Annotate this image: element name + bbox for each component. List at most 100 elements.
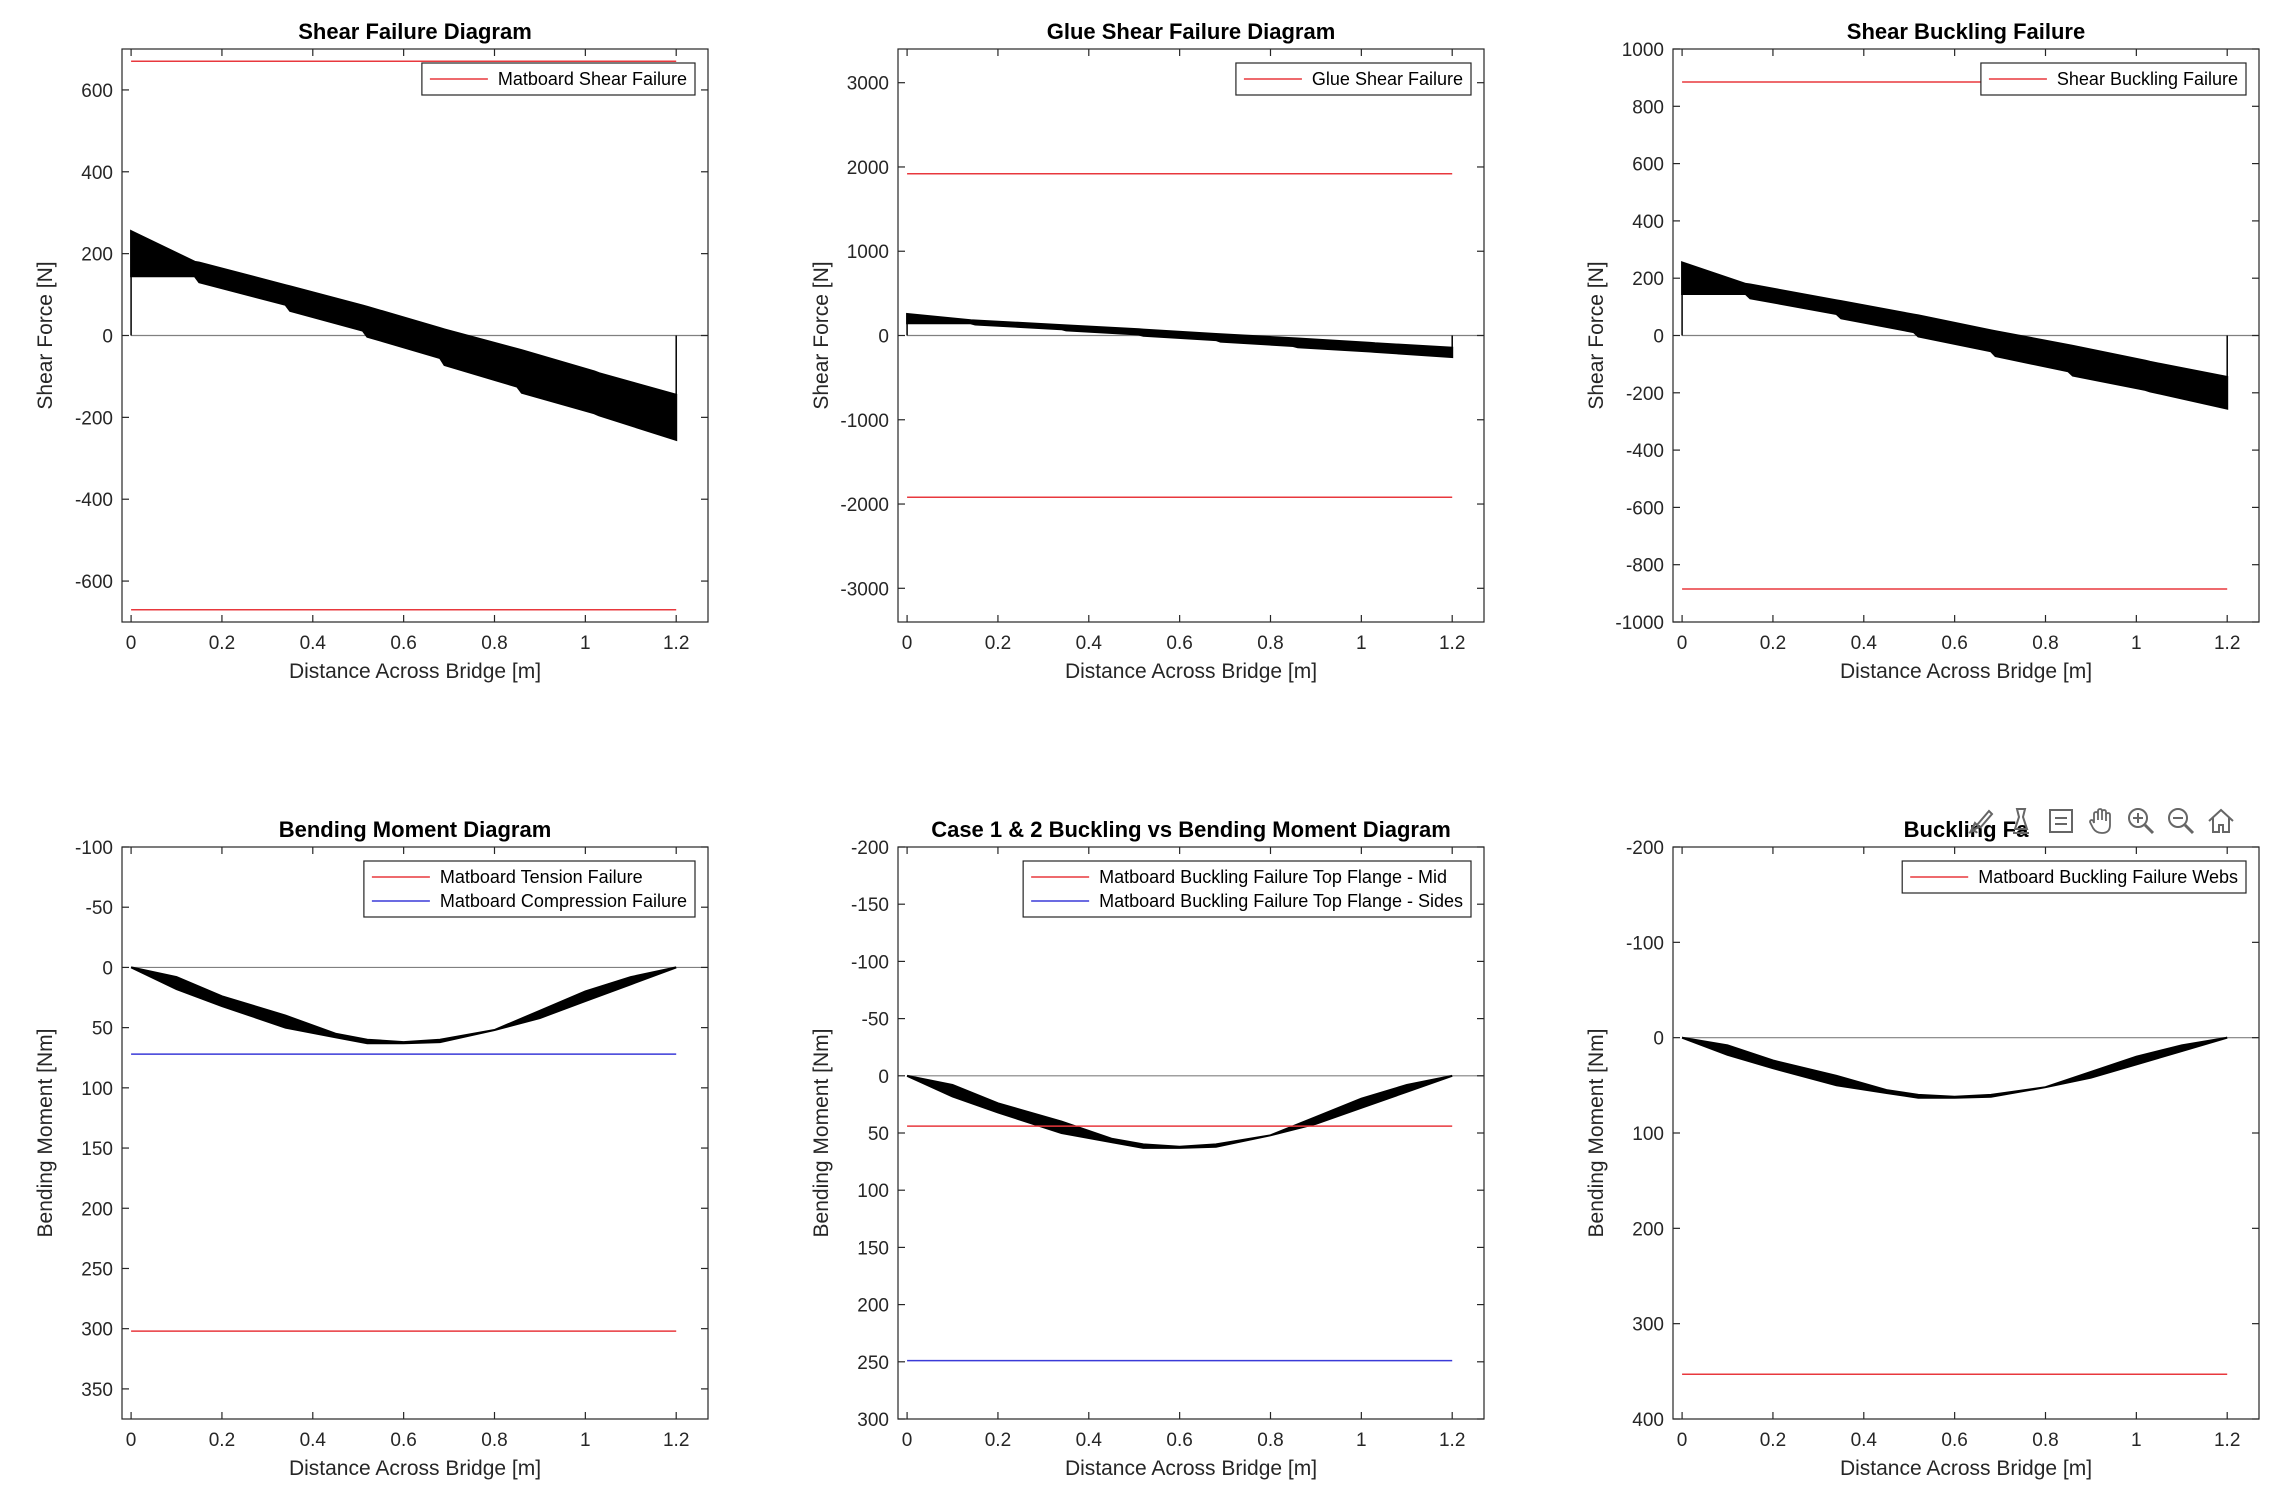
y-tick-label: -3000 <box>840 579 889 600</box>
y-tick-label: 200 <box>857 1296 889 1317</box>
y-tick-label: -400 <box>75 490 113 511</box>
plot-area <box>1672 846 2260 1420</box>
x-axis-label: Distance Across Bridge [m] <box>1065 660 1317 683</box>
legend[interactable]: Glue Shear Failure <box>1235 62 1472 96</box>
brush-icon <box>1968 809 1994 834</box>
y-axis-label: Bending Moment [Nm] <box>1585 1029 1608 1238</box>
y-tick-label: 300 <box>1632 1315 1664 1336</box>
chart-title: Glue Shear Failure Diagram <box>1047 19 1336 44</box>
x-tick-label: 0 <box>126 1430 137 1451</box>
y-tick-label: 100 <box>857 1181 889 1202</box>
y-tick-label: 400 <box>1632 1410 1664 1431</box>
y-tick-label: -1000 <box>1615 613 1664 634</box>
x-tick-label: 0.4 <box>1076 633 1103 654</box>
x-tick-label: 1.2 <box>663 633 689 654</box>
y-tick-label: 2000 <box>847 158 889 179</box>
x-tick-label: 1 <box>580 1430 591 1451</box>
plot-area <box>897 846 1485 1420</box>
y-tick-label: 200 <box>1632 1219 1664 1240</box>
y-tick-label: -200 <box>851 838 889 859</box>
legend[interactable]: Matboard Shear Failure <box>421 62 696 96</box>
y-axis-label: Shear Force [N] <box>34 261 57 409</box>
y-tick-label: 200 <box>1632 269 1664 290</box>
y-tick-label: 400 <box>81 163 113 184</box>
y-tick-label: -2000 <box>840 495 889 516</box>
data-tips-icon <box>2013 808 2029 834</box>
y-tick-label: -150 <box>851 895 889 916</box>
x-tick-label: 0.2 <box>209 1430 235 1451</box>
y-tick-label: -200 <box>1626 838 1664 859</box>
zoom-out-button[interactable] <box>2163 803 2199 839</box>
x-tick-label: 0.4 <box>300 1430 327 1451</box>
home-icon <box>2208 808 2234 833</box>
y-tick-label: 800 <box>1632 97 1664 118</box>
legend-entry-label: Matboard Buckling Failure Top Flange - S… <box>1099 891 1463 911</box>
y-tick-label: -50 <box>86 898 113 919</box>
pan-button[interactable] <box>2083 803 2119 839</box>
y-axis-label: Bending Moment [Nm] <box>810 1029 833 1238</box>
y-tick-label: -600 <box>75 572 113 593</box>
y-tick-label: -800 <box>1626 556 1664 577</box>
x-tick-label: 1.2 <box>2214 1430 2240 1451</box>
y-tick-label: -200 <box>75 408 113 429</box>
y-tick-label: 150 <box>857 1238 889 1259</box>
x-tick-label: 0.6 <box>1166 633 1192 654</box>
zoom-in-icon <box>2128 808 2155 835</box>
y-tick-label: 250 <box>857 1353 889 1374</box>
x-tick-label: 0.6 <box>1941 633 1967 654</box>
chart-6: 0 0.2 0.4 0.6 0.8 1 1.2 -200 -100 0 100 200 300 400 Bu… <box>1585 817 2260 1480</box>
x-tick-label: 0.8 <box>2032 1430 2058 1451</box>
y-tick-label: -100 <box>1626 933 1664 954</box>
x-tick-label: 1 <box>1356 633 1367 654</box>
chart-2: 0 0.2 0.4 0.6 0.8 1 1.2 -3000 -2000 -1000 0 1000 200… <box>810 19 1485 683</box>
x-tick-label: 0.6 <box>390 633 416 654</box>
data-envelope <box>906 312 1454 359</box>
x-tick-label: 0.8 <box>1257 1430 1283 1451</box>
zoom-out-icon <box>2168 808 2195 835</box>
restore-view-button[interactable] <box>2043 803 2079 839</box>
x-tick-label: 0.6 <box>1941 1430 1967 1451</box>
legend-entry-label: Matboard Tension Failure <box>440 867 643 887</box>
y-axis-label: Shear Force [N] <box>810 261 833 409</box>
legend[interactable]: Matboard Buckling Failure Webs <box>1901 860 2247 894</box>
data-tips-button[interactable] <box>2003 803 2039 839</box>
chart-1: 0 0.2 0.4 0.6 0.8 1 1.2 -600 -400 -200 0 200 400 600 S… <box>34 19 709 683</box>
y-tick-label: 100 <box>1632 1124 1664 1145</box>
x-axis-label: Distance Across Bridge [m] <box>1065 1457 1317 1480</box>
zoom-in-button[interactable] <box>2123 803 2159 839</box>
y-tick-label: 0 <box>878 327 889 348</box>
y-tick-label: 350 <box>81 1380 113 1401</box>
home-button[interactable] <box>2203 803 2239 839</box>
y-tick-label: 50 <box>868 1124 889 1145</box>
x-axis-label: Distance Across Bridge [m] <box>1840 660 2092 683</box>
chart-4: 0 0.2 0.4 0.6 0.8 1 1.2 -100 -50 0 50 100 150 200 250 3… <box>34 817 709 1480</box>
y-tick-label: 300 <box>81 1320 113 1341</box>
legend[interactable]: Matboard Buckling Failure Top Flange - M… <box>1022 860 1472 918</box>
y-tick-label: 0 <box>1653 327 1664 348</box>
chart-title: Shear Buckling Failure <box>1847 19 2085 44</box>
legend[interactable]: Shear Buckling Failure <box>1980 62 2247 96</box>
chart-title: Shear Failure Diagram <box>298 19 532 44</box>
y-tick-label: 3000 <box>847 74 889 95</box>
y-tick-label: 600 <box>1632 155 1664 176</box>
brush-button[interactable] <box>1963 803 1999 839</box>
legend-entry-label: Matboard Buckling Failure Webs <box>1978 867 2238 887</box>
y-tick-label: 100 <box>81 1079 113 1100</box>
chart-title: Buckling Fa <box>1904 817 2029 842</box>
x-tick-label: 0 <box>1677 1430 1688 1451</box>
legend-entry-label: Matboard Shear Failure <box>498 69 687 89</box>
legend[interactable]: Matboard Tension Failure Matboard Compres… <box>363 860 696 918</box>
x-tick-label: 0.2 <box>1760 1430 1786 1451</box>
y-tick-label: 1000 <box>1622 40 1664 61</box>
y-tick-label: 200 <box>81 1199 113 1220</box>
y-tick-label: 150 <box>81 1139 113 1160</box>
y-tick-label: -100 <box>851 952 889 973</box>
x-axis-label: Distance Across Bridge [m] <box>1840 1457 2092 1480</box>
data-envelope <box>1681 1036 2228 1099</box>
y-tick-label: 0 <box>1653 1029 1664 1050</box>
x-tick-label: 0.8 <box>481 1430 507 1451</box>
y-tick-label: -50 <box>862 1010 889 1031</box>
legend-entry-label: Matboard Buckling Failure Top Flange - M… <box>1099 867 1447 887</box>
x-tick-label: 1 <box>580 633 591 654</box>
